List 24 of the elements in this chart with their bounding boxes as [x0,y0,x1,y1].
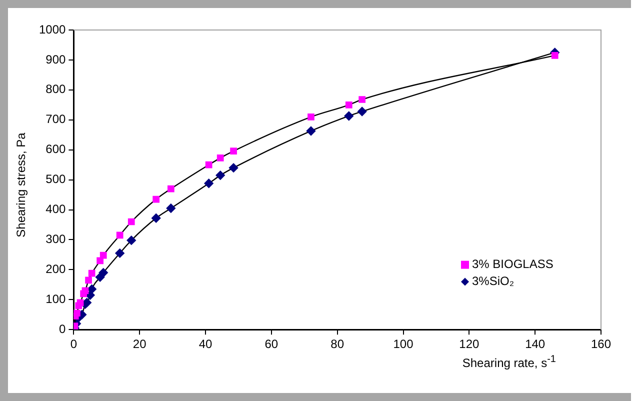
x-tick-label: 100 [393,337,414,352]
x-tick-label: 40 [198,337,213,352]
x-tick-label: 160 [590,337,612,352]
x-axis-title: Shearing rate, s$^{-1}$ [462,354,556,370]
legend-label: 3% BIOGLASS [472,257,554,272]
x-tick-label: 80 [330,337,344,352]
y-tick-label: 200 [46,262,66,276]
y-tick-label: 500 [46,172,66,186]
y-tick-label: 400 [46,202,66,216]
x-tick-label: 140 [525,337,546,352]
y-tick-label: 300 [46,232,66,246]
y-tick-label: 100 [46,292,66,306]
y-tick-label: 1000 [38,22,66,36]
y-axis-title: Shearing stress, Pa [14,132,28,240]
y-tick-label: 700 [46,112,66,126]
x-tick-label: 60 [264,337,278,352]
x-tick-label: 120 [459,337,480,352]
x-tick-label: 0 [70,337,78,352]
y-tick-label: 900 [46,52,66,66]
y-tick-label: 800 [46,82,66,96]
x-tick-label: 20 [132,337,147,352]
y-tick-label: 600 [46,142,66,156]
y-tick-label: 0 [59,322,66,336]
legend-label: 3%SiO₂ [472,274,514,288]
